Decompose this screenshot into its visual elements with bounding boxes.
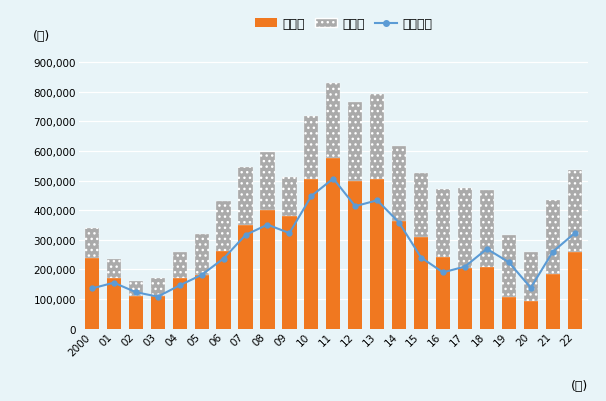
輸出台数	[110, 281, 118, 286]
Bar	[216, 251, 231, 329]
Bar	[173, 278, 187, 329]
Line: 輸出台数: 輸出台数	[90, 177, 577, 299]
輸出台数	[308, 194, 315, 199]
輸出台数	[330, 177, 337, 182]
Bar	[348, 182, 362, 329]
Bar	[128, 296, 143, 329]
Bar	[151, 296, 165, 329]
Bar	[326, 158, 341, 329]
Bar	[282, 177, 296, 217]
Bar	[216, 201, 231, 251]
Bar	[502, 297, 516, 329]
輸出台数	[483, 247, 490, 252]
輸出台数	[418, 255, 425, 260]
Bar	[414, 173, 428, 237]
Bar	[545, 274, 560, 329]
Text: (台): (台)	[33, 30, 50, 43]
Bar	[282, 217, 296, 329]
Bar	[458, 269, 472, 329]
Bar	[238, 168, 253, 225]
輸出台数	[461, 265, 468, 269]
Bar	[304, 179, 319, 329]
Bar	[392, 146, 406, 221]
輸出台数	[154, 294, 161, 299]
Text: (年): (年)	[571, 379, 588, 392]
Bar	[85, 258, 99, 329]
Bar	[326, 84, 341, 158]
Bar	[304, 117, 319, 179]
Bar	[85, 229, 99, 258]
Bar	[392, 221, 406, 329]
Bar	[436, 257, 450, 329]
Bar	[568, 253, 582, 329]
Bar	[545, 200, 560, 274]
Bar	[128, 282, 143, 296]
Bar	[414, 237, 428, 329]
輸出台数	[264, 223, 271, 227]
輸出台数	[198, 273, 205, 277]
輸出台数	[505, 260, 513, 265]
輸出台数	[439, 270, 447, 275]
Bar	[436, 189, 450, 257]
Bar	[107, 279, 121, 329]
Bar	[238, 225, 253, 329]
Bar	[524, 301, 538, 329]
輸出台数	[549, 250, 556, 255]
輸出台数	[176, 283, 184, 288]
輸出台数	[242, 233, 249, 238]
Bar	[480, 267, 494, 329]
Bar	[107, 259, 121, 279]
Bar	[480, 191, 494, 267]
Bar	[568, 170, 582, 253]
輸出台数	[373, 198, 381, 203]
Bar	[261, 152, 275, 211]
Bar	[370, 179, 384, 329]
Bar	[348, 103, 362, 182]
輸出台数	[527, 286, 534, 290]
輸出台数	[132, 290, 139, 295]
Bar	[458, 189, 472, 269]
輸出台数	[286, 231, 293, 236]
Bar	[370, 95, 384, 179]
輸出台数	[88, 286, 96, 291]
Bar	[195, 275, 209, 329]
Bar	[261, 211, 275, 329]
Legend: 乗用車, 商用車, 輸出台数: 乗用車, 商用車, 輸出台数	[255, 18, 432, 31]
輸出台数	[220, 257, 227, 261]
Bar	[524, 253, 538, 301]
Bar	[173, 252, 187, 278]
輸出台数	[571, 231, 578, 236]
輸出台数	[351, 204, 359, 209]
Bar	[195, 234, 209, 275]
輸出台数	[396, 221, 403, 225]
Bar	[151, 279, 165, 296]
Bar	[502, 236, 516, 297]
